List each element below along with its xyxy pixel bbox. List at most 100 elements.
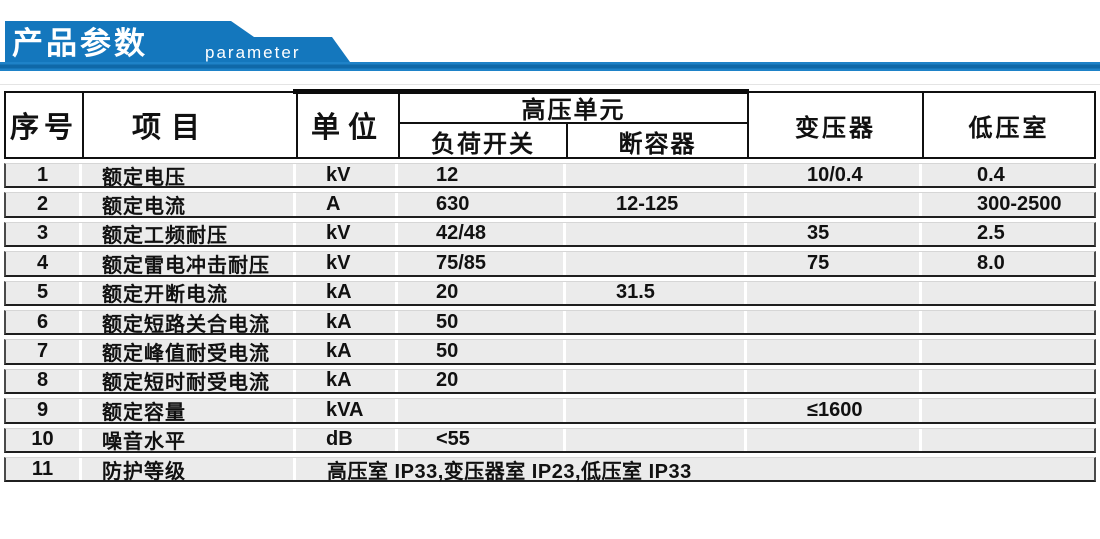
cell-load-switch: 42/48 <box>398 222 566 246</box>
cell-index: 8 <box>6 369 82 393</box>
cell-unit: kA <box>296 340 398 363</box>
cell-index: 1 <box>6 164 82 187</box>
table-row: 7 额定峰值耐受电流 kA 50 <box>4 339 1096 365</box>
cell-item: 防护等级 <box>82 457 296 483</box>
cell-fuse: 12-125 <box>566 193 747 216</box>
cell-transformer <box>747 193 922 216</box>
cell-fuse <box>566 310 747 334</box>
cell-lv-room: 300-2500 <box>977 193 1062 216</box>
header-hv-group: 高压单元 负荷开关 断容器 <box>398 93 747 159</box>
cell-item: 额定峰值耐受电流 <box>82 340 296 365</box>
cell-unit: kA <box>296 311 398 334</box>
table-body: 1 额定电压 kV 12 10/0.4 0.4 2 额定电流 A 630 12-125 300-250… <box>4 163 1096 483</box>
cell-load-switch <box>398 399 566 422</box>
table-row: 9 额定容量 kVA ≤1600 <box>4 398 1096 424</box>
cell-unit: kV <box>296 252 398 275</box>
cell-transformer: 75 <box>747 252 922 275</box>
cell-transformer <box>747 310 922 334</box>
table-row: 5 额定开断电流 kA 20 31.5 <box>4 280 1096 306</box>
cell-transformer: ≤1600 <box>747 399 922 422</box>
header-item: 项目 <box>82 93 296 157</box>
cell-item: 额定工频耐压 <box>82 222 296 247</box>
cell-lv-room <box>922 429 1094 451</box>
cell-item: 额定电流 <box>82 193 296 218</box>
cell-lv-room <box>922 370 1094 392</box>
header-transformer: 变压器 <box>747 93 922 157</box>
table-header: 序号 项目 单位 高压单元 负荷开关 断容器 变压器 低压室 <box>4 91 1096 159</box>
cell-load-switch: 50 <box>398 311 566 334</box>
banner-strip <box>0 62 1100 71</box>
table-row: 2 额定电流 A 630 12-125 300-2500 <box>4 192 1096 218</box>
cell-unit: kV <box>296 164 398 187</box>
header-load-switch: 负荷开关 <box>400 124 568 159</box>
cell-item: 额定开断电流 <box>82 281 296 306</box>
cell-fuse <box>566 428 747 451</box>
cell-item: 额定短路关合电流 <box>82 310 296 336</box>
cell-fuse: 31.5 <box>566 281 747 304</box>
table-row: 6 额定短路关合电流 kA 50 <box>4 309 1096 336</box>
cell-index: 5 <box>6 281 82 304</box>
table-row: 1 额定电压 kV 12 10/0.4 0.4 <box>4 163 1096 189</box>
cell-unit: dB <box>296 428 398 451</box>
cell-item: 噪音水平 <box>82 428 296 453</box>
cell-fuse <box>566 222 747 246</box>
cell-transformer <box>747 281 922 304</box>
cell-unit: kA <box>296 281 398 304</box>
table-row: 8 额定短时耐受电流 kA 20 <box>4 368 1096 394</box>
header-hv-subrow: 负荷开关 断容器 <box>400 124 747 159</box>
table-row: 4 额定雷电冲击耐压 kV 75/85 75 8.0 <box>4 251 1096 277</box>
cell-lv-room <box>922 311 1094 333</box>
parameter-table: 序号 项目 单位 高压单元 负荷开关 断容器 变压器 低压室 1 额定电压 kV 12… <box>4 89 1096 483</box>
cell-load-switch: <55 <box>398 428 566 451</box>
page-subtitle: parameter <box>205 43 301 62</box>
cell-transformer: 10/0.4 <box>747 164 922 187</box>
header-fuse: 断容器 <box>618 131 697 158</box>
page-title: 产品参数 <box>12 26 148 61</box>
header-no: 序号 <box>9 112 78 144</box>
cell-unit: kA <box>296 369 398 393</box>
cell-unit: kV <box>296 222 398 246</box>
cell-fuse <box>566 399 747 422</box>
cell-index: 3 <box>6 222 82 246</box>
cell-unit: kVA <box>296 399 398 422</box>
cell-load-switch: 630 <box>398 193 566 216</box>
header-hv-unit: 高压单元 <box>400 93 747 124</box>
cell-fuse <box>566 164 747 187</box>
cell-transformer <box>747 369 922 393</box>
cell-lv-room <box>922 340 1094 362</box>
cell-load-switch: 20 <box>398 281 566 304</box>
cell-index: 4 <box>6 252 82 275</box>
cell-unit: A <box>296 193 398 216</box>
cell-load-switch: 50 <box>398 340 566 363</box>
cell-index: 7 <box>6 340 82 363</box>
cell-load-switch: 12 <box>398 164 566 187</box>
cell-lv-room <box>922 282 1094 304</box>
cell-load-switch: 20 <box>398 369 566 393</box>
cell-transformer <box>747 428 922 451</box>
header-lv-room: 低压室 <box>922 93 1094 157</box>
cell-item: 额定短时耐受电流 <box>82 369 296 394</box>
cell-fuse <box>566 369 747 393</box>
header-unit: 单位 <box>296 93 398 157</box>
divider-line <box>0 84 1100 85</box>
cell-lv-room: 0.4 <box>977 163 1005 186</box>
table-row: 11 防护等级 高压室 IP33,变压器室 IP23,低压室 IP33 <box>4 456 1096 483</box>
cell-lv-room: 2.5 <box>977 222 1005 245</box>
cell-merged: 高压室 IP33,变压器室 IP23,低压室 IP33 <box>327 460 692 483</box>
cell-lv-room: 8.0 <box>977 251 1005 274</box>
cell-transformer <box>747 340 922 363</box>
table-row: 10 噪音水平 dB <55 <box>4 427 1096 453</box>
cell-item: 额定雷电冲击耐压 <box>82 252 296 277</box>
table-top-thick-border <box>293 89 749 94</box>
cell-fuse <box>566 340 747 363</box>
table-row: 3 额定工频耐压 kV 42/48 35 2.5 <box>4 221 1096 247</box>
cell-index: 10 <box>6 428 82 451</box>
cell-index: 11 <box>6 458 82 481</box>
cell-item: 额定容量 <box>82 399 296 424</box>
cell-item: 额定电压 <box>82 164 296 189</box>
cell-lv-room <box>922 399 1094 421</box>
cell-index: 6 <box>6 311 82 334</box>
cell-load-switch: 75/85 <box>398 252 566 275</box>
cell-transformer: 35 <box>747 222 922 246</box>
